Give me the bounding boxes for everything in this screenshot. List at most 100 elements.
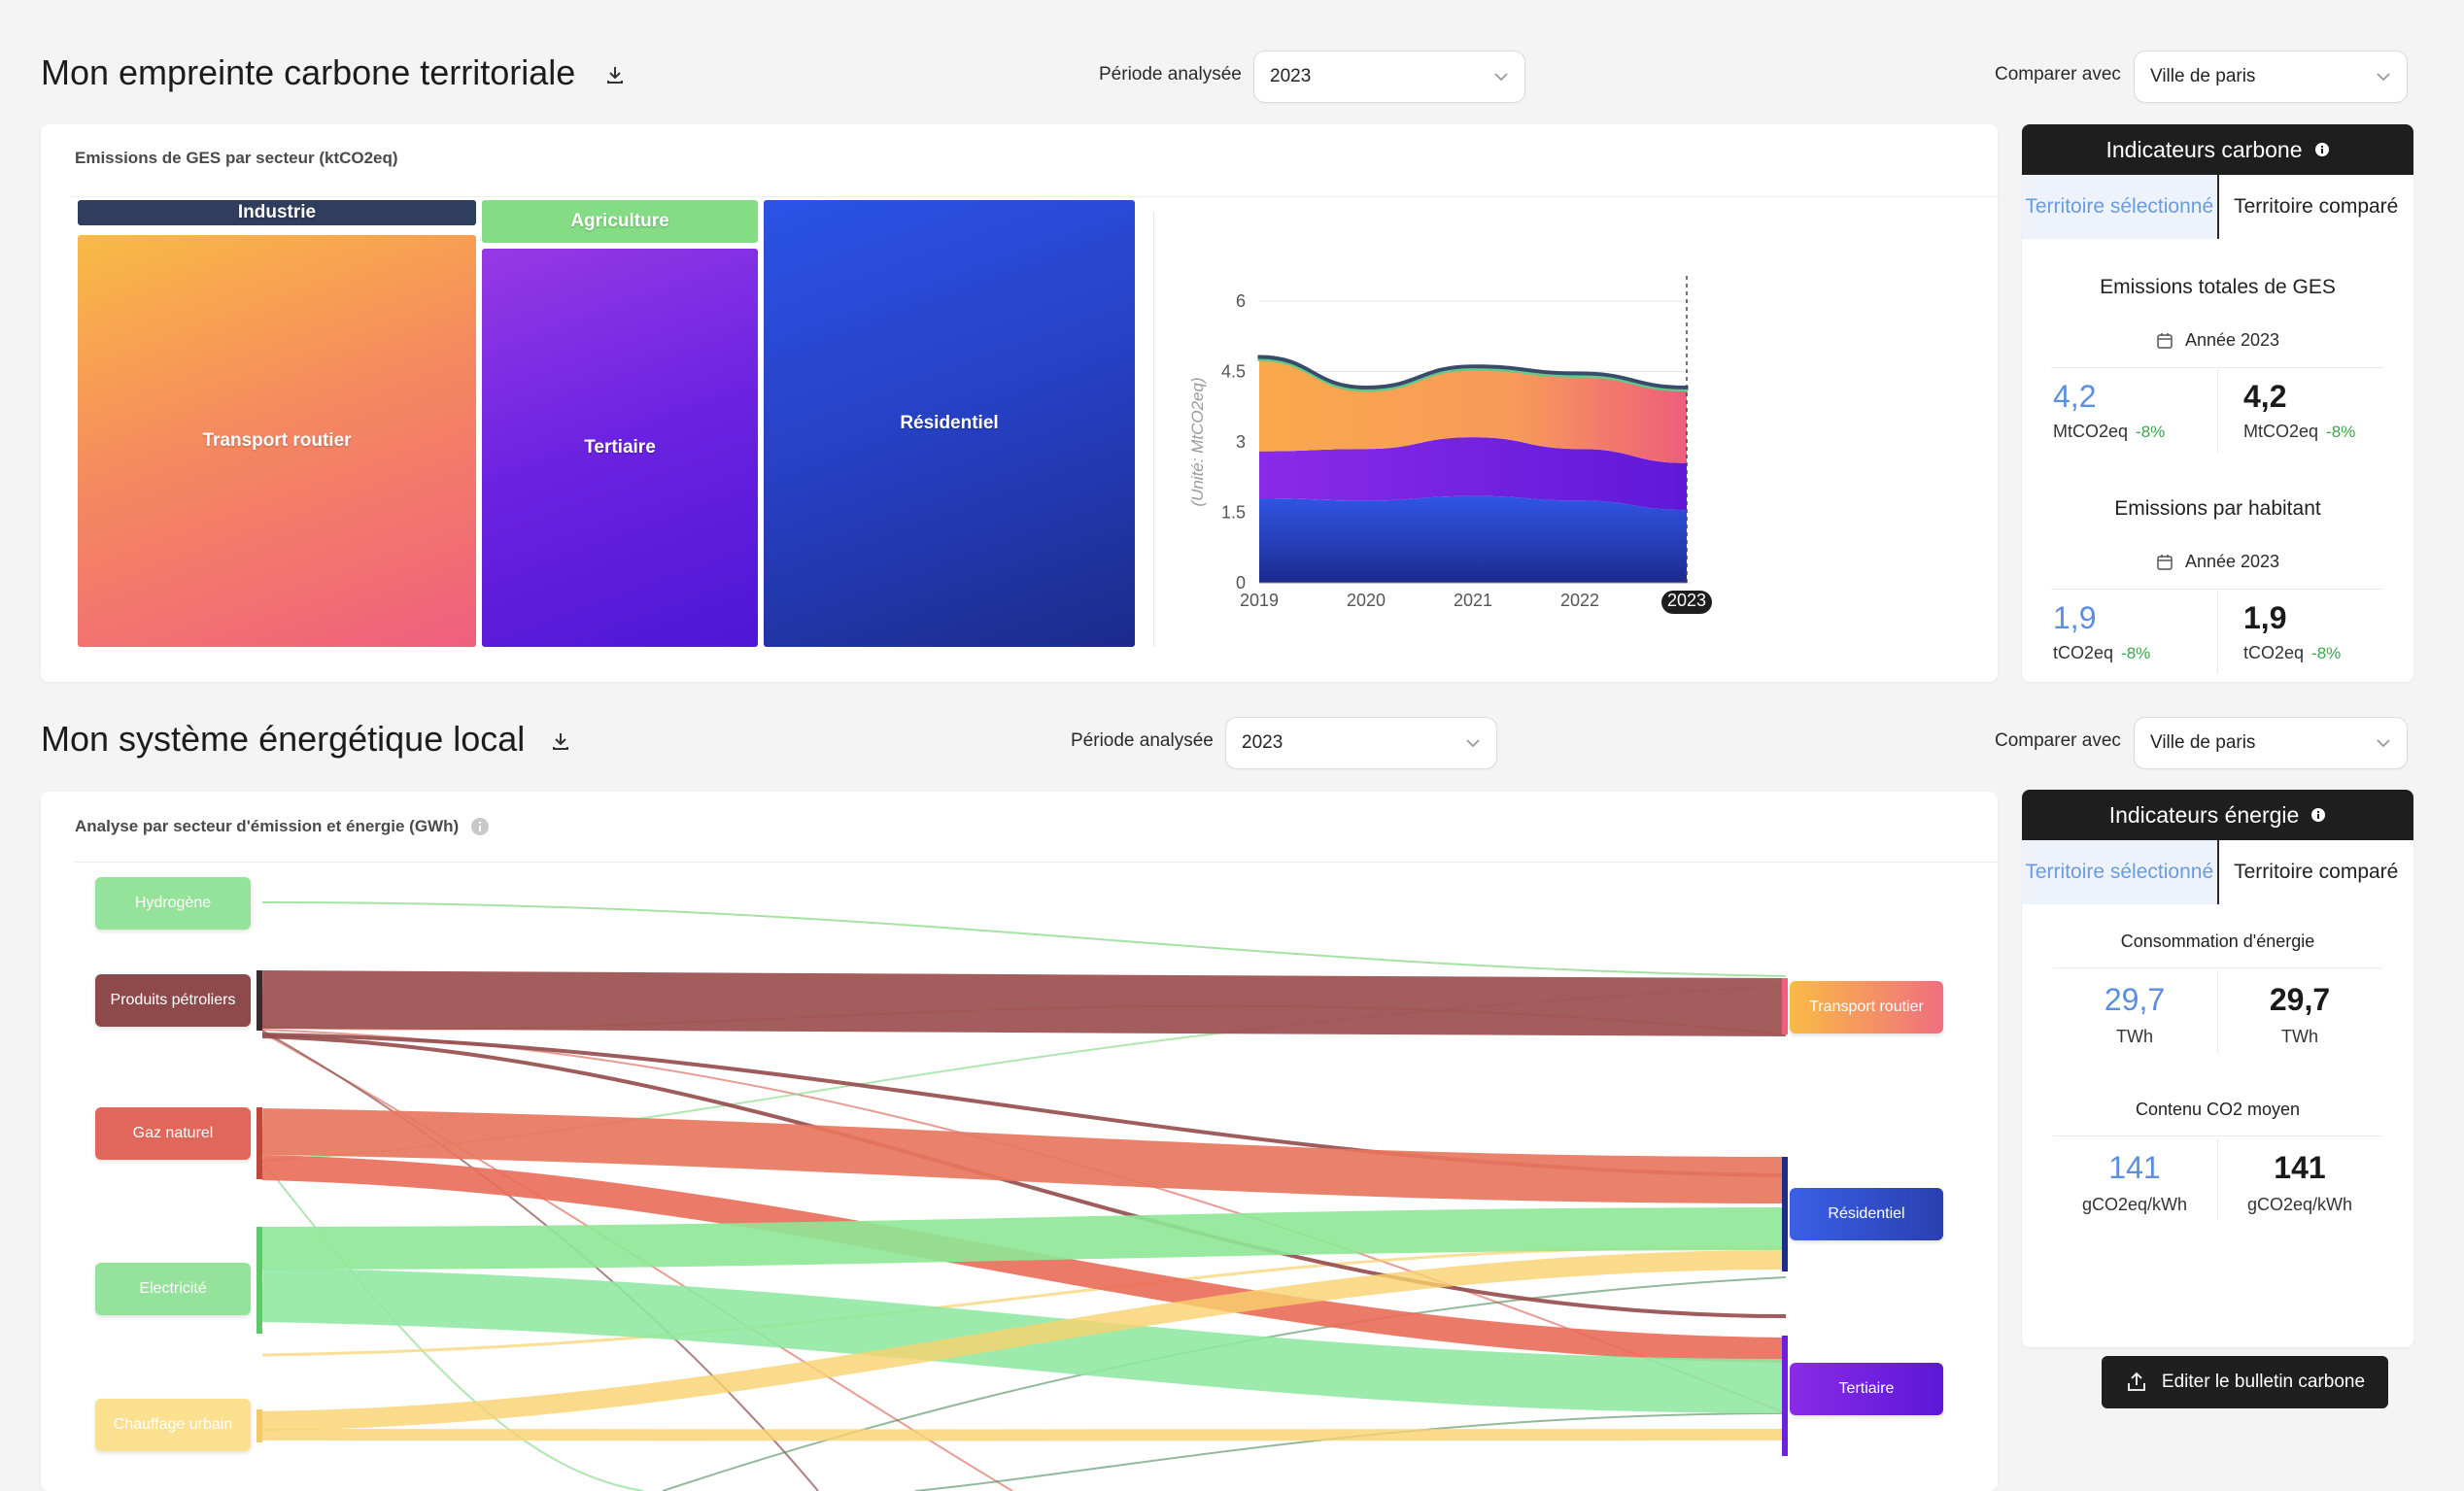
co2-content-title: Contenu CO2 moyen — [2135, 1100, 2301, 1119]
consumption-left-value: 29,7 — [2104, 982, 2166, 1017]
sankey-node-bar — [257, 1409, 262, 1442]
total-right-unit-row: MtCO2eq -8% — [2243, 422, 2355, 442]
year-text: Année 2023 — [2184, 552, 2280, 571]
territory-tabs: Territoire sélectionné Territoire compar… — [2022, 175, 2413, 239]
chevron-down-icon — [2377, 739, 2390, 748]
compare-select[interactable]: Ville de paris — [2134, 51, 2408, 103]
sankey-node-bar — [1782, 1336, 1788, 1456]
compare-select[interactable]: Ville de paris — [2134, 717, 2408, 769]
divider — [2053, 967, 2381, 968]
treemap-label: Transport routier — [202, 430, 352, 451]
area-series-tertiaire — [1259, 437, 1687, 511]
x-tick-label: 2020 — [1347, 591, 1386, 610]
per-capita-right-value: 1,9 — [2243, 600, 2287, 635]
sankey-node-transport-routier[interactable]: Transport routier — [1790, 981, 1943, 1034]
x-tick-label: 2022 — [1560, 591, 1599, 610]
treemap-tertiaire[interactable]: Tertiaire — [482, 249, 758, 647]
chevron-down-icon — [2377, 73, 2390, 82]
info-icon[interactable] — [2314, 142, 2330, 157]
tab-compared-territory[interactable]: Territoire comparé — [2216, 175, 2414, 239]
year-row: Année 2023 — [2022, 330, 2413, 351]
ges-card-title: Emissions de GES par secteur (ktCO2eq) — [75, 149, 398, 167]
consumption-right-unit: TWh — [2281, 1027, 2318, 1046]
x-tick-label: 2019 — [1240, 591, 1279, 610]
period-select-value: 2023 — [1270, 66, 1312, 86]
treemap-agriculture[interactable]: Agriculture — [482, 200, 758, 243]
calendar-icon — [2157, 554, 2173, 570]
carbon-indicators-panel: Indicateurs carbone Territoire sélection… — [2022, 124, 2413, 682]
sankey-card-title: Analyse par secteur d'émission et énergi… — [75, 817, 490, 836]
chevron-down-icon — [1494, 73, 1508, 82]
area-series-transport-routier — [1259, 359, 1687, 463]
per-capita-title: Emissions par habitant — [2022, 497, 2413, 521]
tab-compared-territory[interactable]: Territoire comparé — [2216, 840, 2414, 904]
total-left-unit-row: MtCO2eq -8% — [2053, 422, 2165, 442]
unit: MtCO2eq — [2053, 422, 2129, 441]
sankey-link — [261, 1250, 1787, 1431]
tab-selected-territory[interactable]: Territoire sélectionné — [2022, 840, 2217, 904]
sankey-node-bar — [1782, 1157, 1788, 1271]
sankey-node-gaz-naturel[interactable]: Gaz naturel — [95, 1107, 251, 1160]
info-icon[interactable] — [2310, 807, 2326, 823]
edit-carbon-bulletin-button[interactable]: Editer le bulletin carbone — [2102, 1356, 2388, 1408]
tab-selected-territory[interactable]: Territoire sélectionné — [2022, 175, 2217, 239]
sankey-link — [261, 1155, 1787, 1363]
info-icon[interactable] — [470, 817, 490, 836]
carbon-indicators-header: Indicateurs carbone — [2022, 124, 2413, 175]
energy-section-title: Mon système énergétique local — [41, 719, 526, 759]
treemap-residentiel[interactable]: Résidentiel — [764, 200, 1135, 647]
sankey-link — [261, 901, 1787, 977]
per-capita-left-unit-row: tCO2eq -8% — [2053, 643, 2150, 663]
consumption-title: Consommation d'énergie — [2120, 932, 2315, 951]
energy-indicators-header: Indicateurs énergie — [2022, 790, 2413, 840]
sankey-diagram — [257, 901, 1788, 1491]
y-tick-label: 4.5 — [1221, 362, 1246, 382]
compare-select-value: Ville de paris — [2150, 66, 2256, 86]
treemap-industrie[interactable]: Industrie — [78, 200, 476, 225]
pct-change: -8% — [2121, 644, 2151, 662]
divider — [2051, 589, 2383, 590]
download-icon[interactable] — [550, 730, 571, 752]
sankey-link — [914, 1412, 1787, 1491]
divider — [2217, 591, 2218, 674]
area-series-résidentiel — [1259, 495, 1687, 583]
unit: tCO2eq — [2053, 643, 2114, 662]
per-capita-left-value: 1,9 — [2053, 600, 2097, 635]
year-text: Année 2023 — [2184, 330, 2280, 350]
panel-title: Indicateurs énergie — [2108, 801, 2300, 828]
sankey-node-hydrogene[interactable]: Hydrogène — [95, 877, 251, 930]
sankey-link — [261, 1034, 1787, 1318]
divider — [2217, 1138, 2218, 1220]
energy-sankey-card: Analyse par secteur d'émission et énergi… — [41, 792, 1998, 1491]
sankey-node-chauffage-urbain[interactable]: Chauffage urbain — [95, 1399, 251, 1451]
sankey-node-produits-petroliers[interactable]: Produits pétroliers — [95, 974, 251, 1027]
divider — [2053, 1135, 2381, 1136]
carbon-section-title: Mon empreinte carbone territoriale — [41, 52, 576, 92]
treemap-transport-routier[interactable]: Transport routier — [78, 235, 476, 647]
treemap-label: Agriculture — [570, 211, 669, 231]
divider — [75, 862, 1998, 863]
sankey-node-tertiaire[interactable]: Tertiaire — [1790, 1363, 1943, 1415]
period-select[interactable]: 2023 — [1225, 717, 1497, 769]
download-icon[interactable] — [604, 64, 626, 85]
compare-label: Comparer avec — [1995, 64, 2121, 85]
compare-select-value: Ville de paris — [2150, 732, 2256, 753]
y-tick-label: 0 — [1236, 573, 1246, 593]
sankey-node-electricite[interactable]: Electricité — [95, 1263, 251, 1315]
period-select[interactable]: 2023 — [1253, 51, 1525, 103]
treemap-label: Résidentiel — [900, 413, 999, 433]
y-tick-label: 1.5 — [1221, 503, 1246, 523]
period-label: Période analysée — [1099, 64, 1242, 85]
sankey-node-bar — [257, 1227, 262, 1334]
total-emissions-title: Emissions totales de GES — [2022, 276, 2413, 299]
sankey-node-bar — [257, 970, 262, 1031]
divider — [1153, 212, 1154, 647]
ges-card: Emissions de GES par secteur (ktCO2eq) I… — [41, 124, 2003, 682]
compare-label: Comparer avec — [1995, 730, 2121, 751]
y-tick-label: 6 — [1236, 291, 1246, 311]
sankey-link — [261, 1268, 1787, 1413]
co2-right-unit: gCO2eq/kWh — [2246, 1195, 2353, 1214]
sankey-node-bar — [1782, 978, 1788, 1034]
divider — [70, 196, 2003, 197]
sankey-node-residentiel[interactable]: Résidentiel — [1790, 1188, 1943, 1240]
